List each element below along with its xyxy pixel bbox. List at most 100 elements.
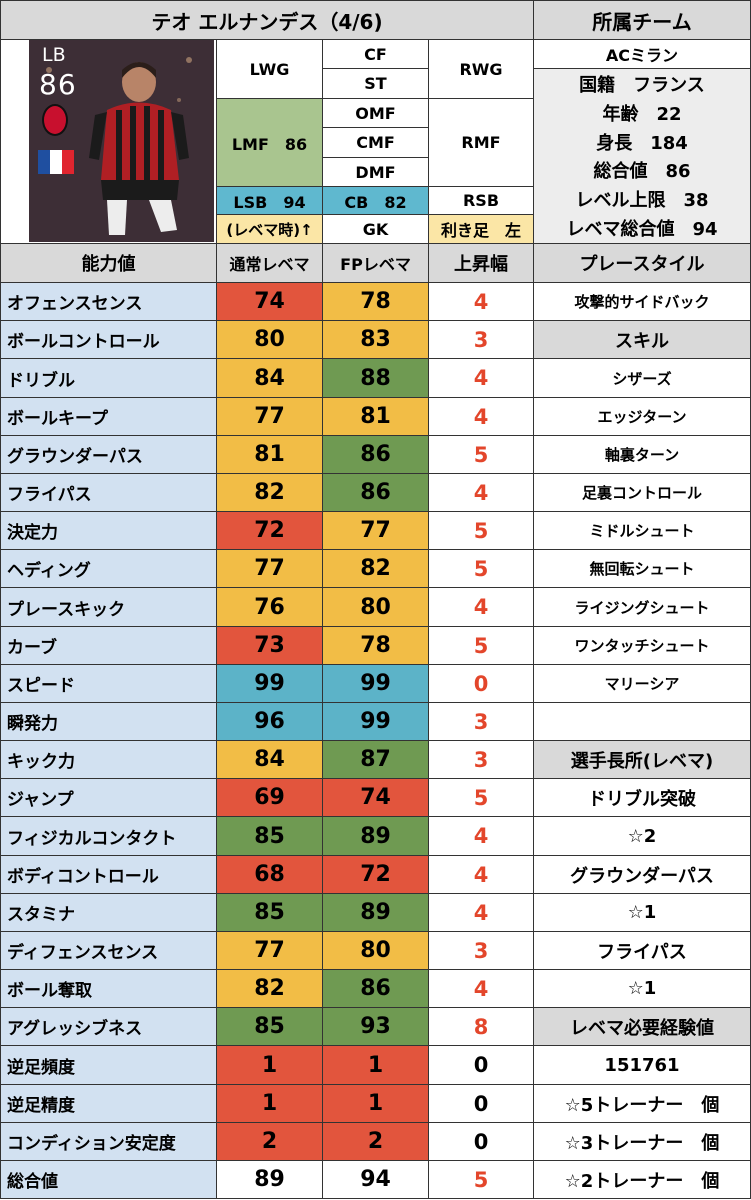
pos-cf: CF <box>322 39 429 69</box>
stat-fp-value: 77 <box>322 511 429 550</box>
stat-increase-value: 0 <box>428 664 534 703</box>
info-item <box>533 702 751 741</box>
player-photo <box>29 40 214 242</box>
stat-normal-value: 81 <box>216 435 323 474</box>
stat-increase-value: 5 <box>428 549 534 588</box>
club-crest-icon <box>42 104 68 136</box>
stat-increase-value: 4 <box>428 358 534 398</box>
stat-fp-value: 83 <box>322 320 429 359</box>
info-item: ワンタッチシュート <box>533 626 751 665</box>
stat-increase-value: 4 <box>428 473 534 512</box>
stat-increase-value: 4 <box>428 855 534 894</box>
info-item: ☆5トレーナー 個 <box>533 1084 751 1123</box>
stat-normal-value: 77 <box>216 931 323 970</box>
stat-fp-value: 80 <box>322 587 429 627</box>
stat-increase-value: 0 <box>428 1045 534 1085</box>
max-overall: レベマ総合値 94 <box>566 218 718 240</box>
profile-list: 国籍 フランス 年齢 22 身長 184 総合値 86 レベル上限 38 レベマ… <box>533 70 751 242</box>
stat-increase-value: 5 <box>428 435 534 474</box>
stat-normal-value: 96 <box>216 702 323 741</box>
stat-increase-value: 0 <box>428 1122 534 1161</box>
section-header: スキル <box>533 320 751 359</box>
info-item: ドリブル突破 <box>533 778 751 817</box>
stat-increase-value: 4 <box>428 893 534 932</box>
info-item: ☆2トレーナー 個 <box>533 1160 751 1199</box>
pos-dmf: DMF <box>322 157 429 187</box>
info-item: ☆1 <box>533 969 751 1008</box>
stat-name: フィジカルコンタクト <box>0 816 217 856</box>
stat-name: ボール奪取 <box>0 969 217 1008</box>
stat-name: キック力 <box>0 740 217 779</box>
stat-normal-value: 1 <box>216 1084 323 1123</box>
stat-fp-value: 89 <box>322 893 429 932</box>
profile-panel <box>533 68 751 244</box>
stat-fp-value: 74 <box>322 778 429 817</box>
team-header: 所属チーム <box>533 0 751 40</box>
section-header: 選手長所(レベマ) <box>533 740 751 779</box>
stat-increase-value: 3 <box>428 740 534 779</box>
info-item: ☆1 <box>533 893 751 932</box>
info-item: ☆3トレーナー 個 <box>533 1122 751 1161</box>
pos-cmf: CMF <box>322 127 429 158</box>
info-item: エッジターン <box>533 397 751 436</box>
page-title: テオ エルナンデス（4/6) <box>0 0 534 40</box>
stat-normal-value: 73 <box>216 626 323 665</box>
info-item: シザーズ <box>533 358 751 398</box>
increase-header: 上昇幅 <box>428 243 534 283</box>
stat-normal-value: 85 <box>216 1007 323 1046</box>
stat-normal-value: 76 <box>216 587 323 627</box>
info-item: 足裏コントロール <box>533 473 751 512</box>
stat-increase-value: 5 <box>428 626 534 665</box>
stat-fp-value: 86 <box>322 435 429 474</box>
info-item: 攻撃的サイドバック <box>533 282 751 321</box>
stat-increase-value: 0 <box>428 1084 534 1123</box>
stat-normal-value: 1 <box>216 1045 323 1085</box>
stat-fp-value: 86 <box>322 473 429 512</box>
stat-fp-value: 99 <box>322 664 429 703</box>
stat-increase-value: 5 <box>428 778 534 817</box>
stat-increase-value: 5 <box>428 1160 534 1199</box>
stat-fp-value: 86 <box>322 969 429 1008</box>
stat-increase-value: 5 <box>428 511 534 550</box>
stat-name: 瞬発力 <box>0 702 217 741</box>
stat-normal-value: 84 <box>216 740 323 779</box>
stat-name: ヘディング <box>0 549 217 588</box>
pos-st: ST <box>322 68 429 99</box>
card-position: LB <box>42 44 66 66</box>
info-item: ☆2 <box>533 816 751 856</box>
stat-increase-value: 4 <box>428 969 534 1008</box>
ability-header: 能力値 <box>0 243 217 283</box>
france-flag-icon <box>38 150 74 174</box>
stat-normal-value: 69 <box>216 778 323 817</box>
stat-normal-value: 85 <box>216 893 323 932</box>
stat-normal-value: 84 <box>216 358 323 398</box>
stat-increase-value: 4 <box>428 397 534 436</box>
stat-name: 決定力 <box>0 511 217 550</box>
stat-name: スタミナ <box>0 893 217 932</box>
stat-increase-value: 4 <box>428 816 534 856</box>
stat-fp-value: 1 <box>322 1045 429 1085</box>
stat-normal-value: 2 <box>216 1122 323 1161</box>
stat-normal-value: 82 <box>216 969 323 1008</box>
stat-normal-value: 82 <box>216 473 323 512</box>
stat-normal-value: 72 <box>216 511 323 550</box>
stat-fp-value: 1 <box>322 1084 429 1123</box>
stat-name: ドリブル <box>0 358 217 398</box>
overall: 総合値 86 <box>593 161 691 183</box>
stat-name: 総合値 <box>0 1160 217 1199</box>
stat-fp-value: 72 <box>322 855 429 894</box>
stat-fp-value: 2 <box>322 1122 429 1161</box>
age: 年齢 22 <box>602 103 682 125</box>
level-cap: レベル上限 38 <box>575 189 709 211</box>
stat-increase-value: 3 <box>428 931 534 970</box>
stat-fp-value: 99 <box>322 702 429 741</box>
stat-name: ジャンプ <box>0 778 217 817</box>
team-name: ACミラン <box>533 39 751 69</box>
stat-normal-value: 99 <box>216 664 323 703</box>
stat-name: フライパス <box>0 473 217 512</box>
pos-lsb: LSB 94 <box>216 186 323 215</box>
info-item: 151761 <box>533 1045 751 1085</box>
stat-name: スピード <box>0 664 217 703</box>
nationality: 国籍 フランス <box>579 75 705 97</box>
stat-fp-value: 78 <box>322 626 429 665</box>
